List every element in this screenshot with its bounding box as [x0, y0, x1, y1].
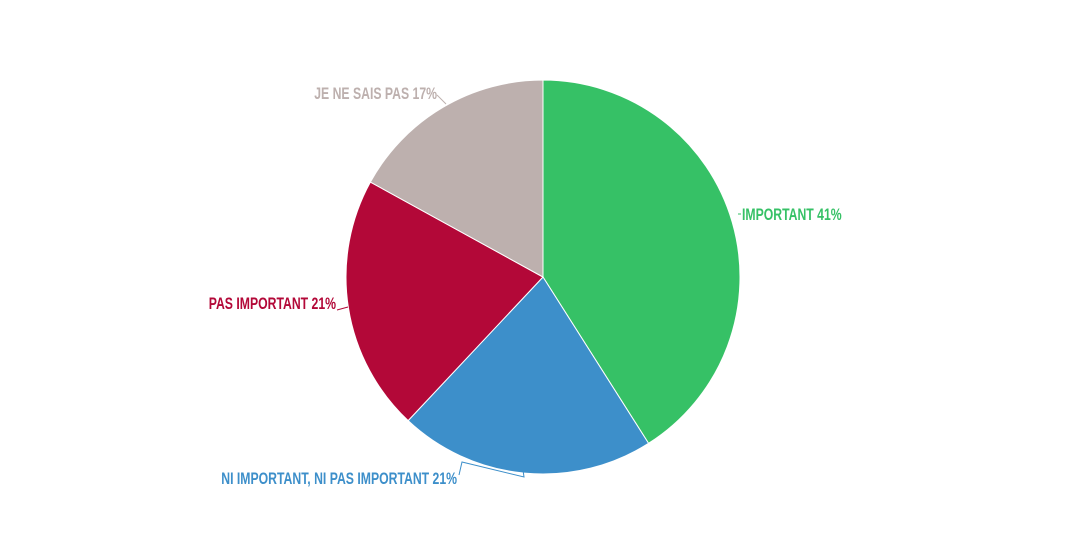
- slice-label-4: JE NE SAIS PAS 17%: [314, 85, 437, 103]
- slice-label-1: IMPORTANT 41%: [742, 206, 842, 224]
- pie-slice-1: [542, 79, 741, 445]
- leader-line-2: [458, 461, 525, 478]
- pie-slice-2: [407, 276, 650, 475]
- slice-label-2: NI IMPORTANT, NI PAS IMPORTANT 21%: [221, 470, 457, 488]
- pie-slice-4: [369, 79, 544, 278]
- leader-line-3: [336, 306, 349, 311]
- leader-line-4: [436, 94, 447, 105]
- slice-label-3: PAS IMPORTANT 21%: [209, 295, 336, 313]
- pie-slice-3: [345, 181, 544, 422]
